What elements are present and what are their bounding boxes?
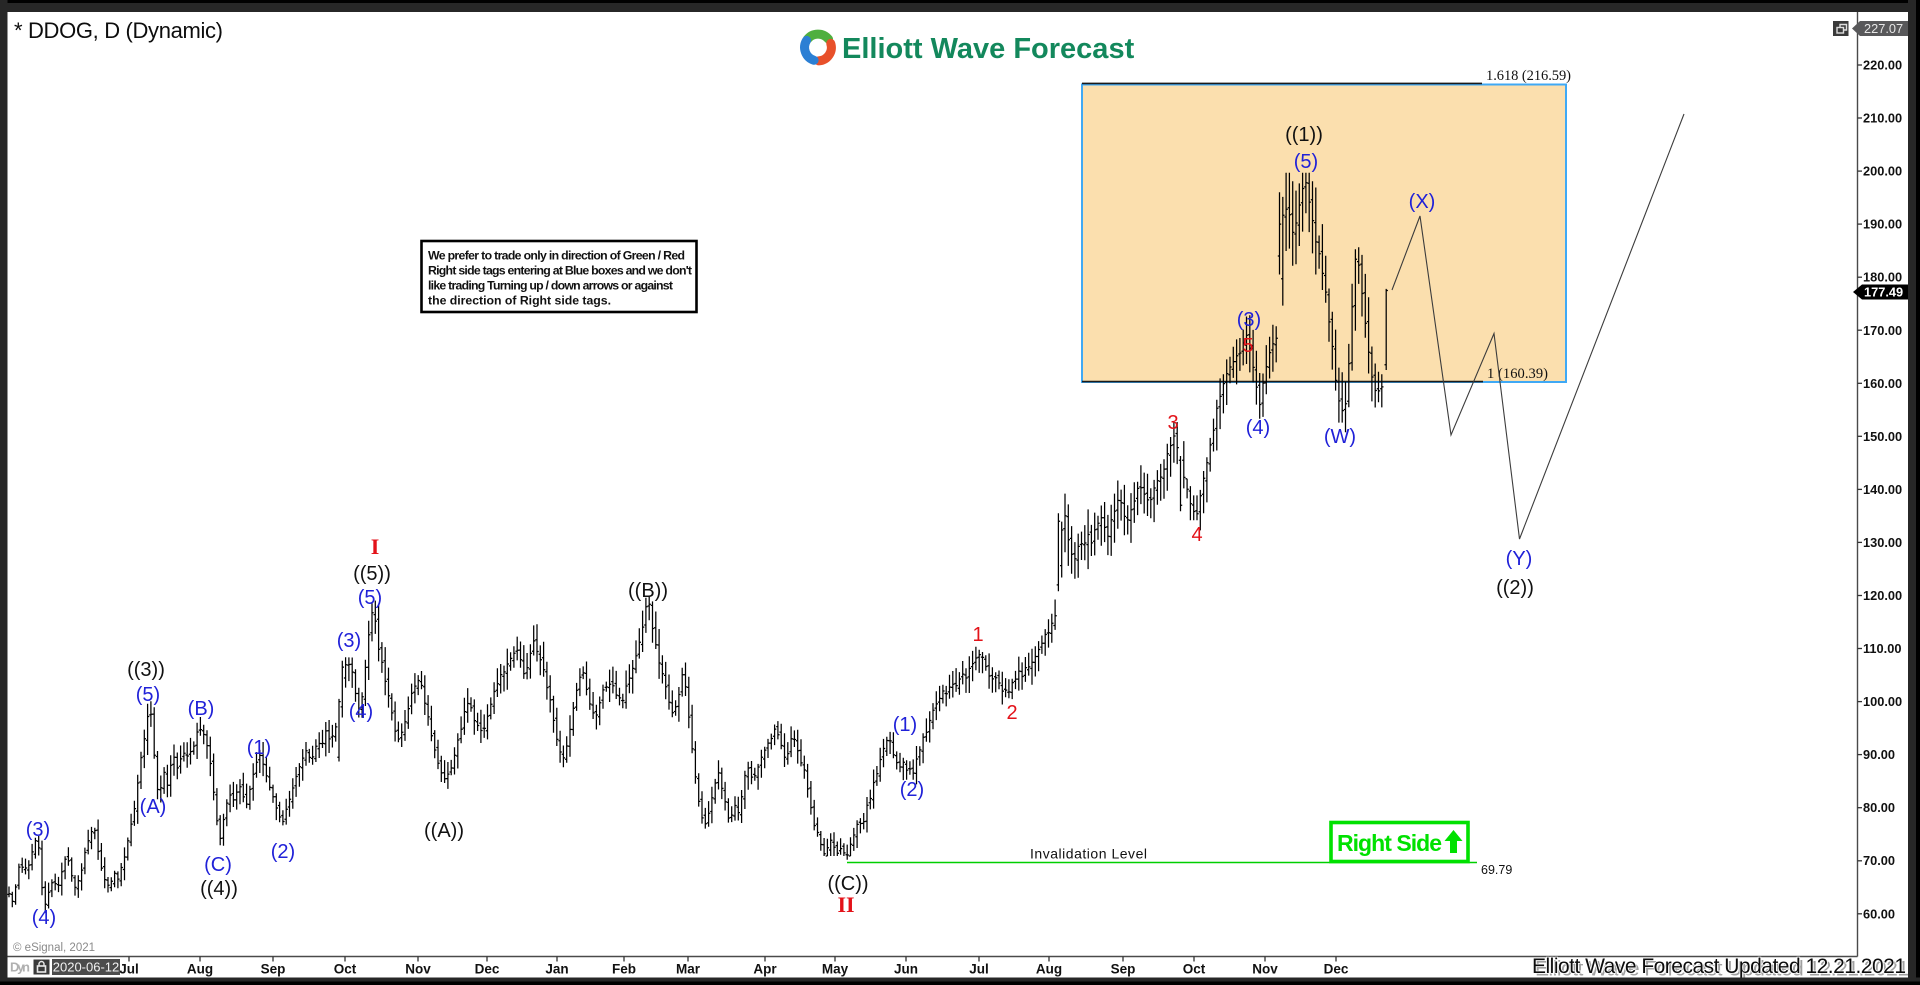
svg-text:Jan: Jan (545, 962, 568, 977)
svg-text:Sep: Sep (261, 962, 286, 977)
svg-text:177.49: 177.49 (1864, 285, 1903, 300)
svg-text:Feb: Feb (612, 962, 636, 977)
svg-text:(3): (3) (26, 819, 50, 841)
svg-text:100.00: 100.00 (1863, 694, 1902, 709)
svg-text:140.00: 140.00 (1863, 482, 1902, 497)
svg-text:5: 5 (1242, 335, 1253, 357)
svg-text:(X): (X) (1409, 191, 1436, 213)
svg-text:Right side tags entering at Bl: Right side tags entering at Blue boxes a… (428, 264, 692, 278)
svg-text:69.79: 69.79 (1481, 863, 1512, 877)
svg-text:(1): (1) (893, 714, 917, 736)
svg-text:Sep: Sep (1111, 962, 1136, 977)
svg-text:Oct: Oct (334, 962, 357, 977)
svg-text:* DDOG, D (Dynamic): * DDOG, D (Dynamic) (14, 18, 223, 43)
svg-text:120.00: 120.00 (1863, 588, 1902, 603)
svg-text:(3): (3) (1237, 309, 1261, 331)
svg-text:Elliott Wave Forecast Updated: Elliott Wave Forecast Updated 12.21.2021 (1535, 958, 1909, 981)
svg-text:Apr: Apr (753, 962, 777, 977)
svg-text:1: 1 (972, 624, 983, 646)
svg-text:210.00: 210.00 (1863, 111, 1902, 126)
svg-text:1.618 (216.59): 1.618 (216.59) (1486, 68, 1571, 84)
svg-text:(B): (B) (188, 698, 215, 720)
svg-text:(2): (2) (271, 841, 295, 863)
svg-text:Invalidation Level: Invalidation Level (1030, 846, 1147, 862)
svg-text:((B)): ((B)) (628, 580, 668, 602)
svg-text:II: II (837, 892, 854, 917)
svg-text:Nov: Nov (405, 962, 431, 977)
svg-text:(2): (2) (900, 779, 924, 801)
svg-text:(5): (5) (136, 684, 160, 706)
svg-text:220.00: 220.00 (1863, 58, 1902, 73)
svg-text:160.00: 160.00 (1863, 376, 1902, 391)
svg-text:((4)): ((4)) (200, 878, 238, 900)
svg-text:(Y): (Y) (1506, 548, 1533, 570)
svg-text:May: May (822, 962, 849, 977)
svg-text:Jul: Jul (119, 962, 139, 977)
svg-text:Dec: Dec (475, 962, 500, 977)
svg-text:2020-06-12: 2020-06-12 (53, 960, 120, 975)
svg-text:((5)): ((5)) (353, 563, 391, 585)
svg-text:((3)): ((3)) (127, 659, 165, 681)
svg-text:1 (160.39): 1 (160.39) (1487, 366, 1548, 382)
svg-text:130.00: 130.00 (1863, 535, 1902, 550)
svg-text:Jul: Jul (969, 962, 989, 977)
svg-text:180.00: 180.00 (1863, 270, 1902, 285)
svg-text:((1)): ((1)) (1285, 124, 1323, 146)
svg-text:((A)): ((A)) (424, 820, 464, 842)
svg-text:2: 2 (1006, 702, 1017, 724)
svg-text:((C)): ((C)) (827, 873, 868, 895)
svg-text:227.07: 227.07 (1864, 21, 1903, 36)
svg-text:Mar: Mar (676, 962, 701, 977)
svg-text:80.00: 80.00 (1863, 800, 1895, 815)
svg-text:(A): (A) (140, 796, 167, 818)
svg-text:like trading Turning up / down: like trading Turning up / down arrows or… (428, 279, 673, 293)
svg-text:© eSignal, 2021: © eSignal, 2021 (13, 942, 95, 954)
svg-text:150.00: 150.00 (1863, 429, 1902, 444)
svg-text:Dec: Dec (1324, 962, 1349, 977)
svg-text:((2)): ((2)) (1496, 577, 1534, 599)
svg-text:(5): (5) (358, 587, 382, 609)
svg-text:We prefer to trade only in dir: We prefer to trade only in direction of … (428, 249, 685, 263)
svg-text:(4): (4) (1246, 417, 1270, 439)
svg-text:Aug: Aug (187, 962, 213, 977)
svg-text:200.00: 200.00 (1863, 164, 1902, 179)
svg-text:3: 3 (1167, 412, 1178, 434)
svg-text:Nov: Nov (1252, 962, 1278, 977)
svg-text:60.00: 60.00 (1863, 906, 1895, 921)
svg-text:(5): (5) (1294, 151, 1318, 173)
svg-text:70.00: 70.00 (1863, 853, 1895, 868)
svg-text:Oct: Oct (1183, 962, 1206, 977)
svg-text:(4): (4) (349, 701, 373, 723)
svg-text:110.00: 110.00 (1863, 641, 1901, 656)
svg-text:(C): (C) (204, 854, 232, 876)
svg-text:the direction of Right side ta: the direction of Right side tags. (428, 294, 611, 308)
svg-text:(4): (4) (32, 907, 56, 929)
svg-text:Dyn: Dyn (10, 960, 30, 975)
svg-text:Aug: Aug (1036, 962, 1062, 977)
svg-text:170.00: 170.00 (1863, 323, 1902, 338)
svg-text:(1): (1) (247, 737, 271, 759)
svg-text:Elliott Wave Forecast Updated: Elliott Wave Forecast Updated 12.21.2021 (1532, 955, 1906, 978)
svg-text:4: 4 (1191, 524, 1202, 546)
svg-text:(3): (3) (337, 630, 361, 652)
svg-text:Jun: Jun (894, 962, 918, 977)
svg-text:90.00: 90.00 (1863, 747, 1895, 762)
svg-text:Elliott Wave Forecast: Elliott Wave Forecast (842, 33, 1135, 65)
svg-text:Right Side: Right Side (1337, 830, 1442, 856)
svg-text:190.00: 190.00 (1863, 217, 1902, 232)
svg-text:(W): (W) (1324, 426, 1356, 448)
svg-text:I: I (371, 534, 380, 559)
